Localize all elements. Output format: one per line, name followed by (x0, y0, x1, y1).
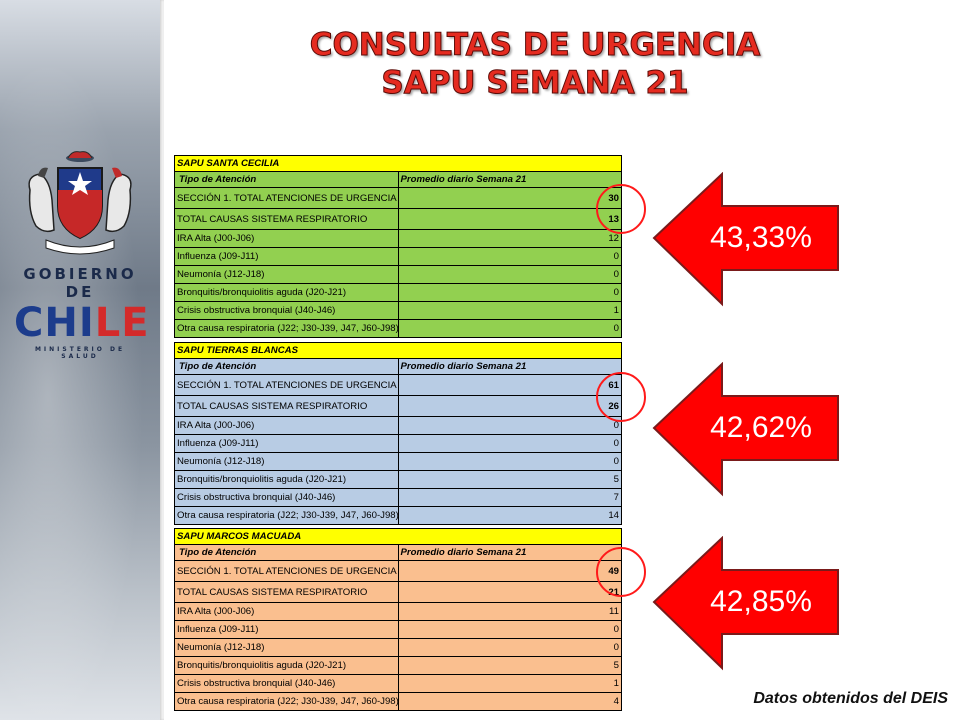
table-title: SAPU TIERRAS BLANCAS (174, 342, 622, 359)
page-title: CONSULTAS DE URGENCIA SAPU SEMANA 21 (250, 26, 820, 102)
row-label: Crisis obstructiva bronquial (J40-J46) (174, 488, 399, 507)
row-value: 0 (397, 434, 622, 453)
row-label: IRA Alta (J00-J06) (174, 229, 399, 248)
column-header: Promedio diario Semana 21 (397, 544, 622, 561)
row-value: 0 (397, 452, 622, 471)
row-label: Bronquitis/bronquiolitis aguda (J20-J21) (174, 283, 399, 302)
row-value: 0 (397, 265, 622, 284)
row-value: 1 (397, 674, 622, 693)
highlight-circle (596, 372, 646, 422)
row-value: 0 (397, 416, 622, 435)
row-label: SECCIÓN 1. TOTAL ATENCIONES DE URGENCIA (174, 374, 399, 396)
row-label: TOTAL CAUSAS SISTEMA RESPIRATORIO (174, 395, 399, 417)
sidebar-divider (160, 0, 164, 720)
column-header: Tipo de Atención (174, 358, 399, 375)
row-label: IRA Alta (J00-J06) (174, 602, 399, 621)
row-label: Otra causa respiratoria (J22; J30-J39, J… (174, 692, 399, 711)
row-label: IRA Alta (J00-J06) (174, 416, 399, 435)
title-line-2: SAPU SEMANA 21 (381, 65, 689, 102)
government-logo: GOBIERNO DE CHILE MINISTERIO DE SALUD (14, 265, 149, 360)
row-value: 61 (397, 374, 622, 396)
logo-line-gobierno: GOBIERNO DE (23, 265, 137, 301)
row-value: 49 (397, 560, 622, 582)
percentage-arrow: 42,85% (652, 536, 842, 671)
row-value: 4 (397, 692, 622, 711)
column-header: Tipo de Atención (174, 171, 399, 188)
row-value: 5 (397, 470, 622, 489)
sidebar-background (0, 0, 160, 720)
left-arrow-icon (652, 172, 839, 307)
row-value: 12 (397, 229, 622, 248)
coat-of-arms-icon (28, 151, 132, 255)
logo-line-ministerio: MINISTERIO DE SALUD (34, 346, 126, 360)
row-value: 0 (397, 319, 622, 338)
logo-chile-part1: CHI (14, 300, 95, 346)
row-value: 14 (397, 506, 622, 525)
row-label: Crisis obstructiva bronquial (J40-J46) (174, 674, 399, 693)
source-note: Datos obtenidos del DEIS (753, 690, 948, 707)
row-value: 0 (397, 283, 622, 302)
row-label: TOTAL CAUSAS SISTEMA RESPIRATORIO (174, 208, 399, 230)
logo-chile-part2: LE (94, 300, 150, 346)
row-label: Bronquitis/bronquiolitis aguda (J20-J21) (174, 656, 399, 675)
row-label: Neumonía (J12-J18) (174, 265, 399, 284)
percentage-label: 42,62% (710, 411, 812, 444)
row-value: 13 (397, 208, 622, 230)
row-label: TOTAL CAUSAS SISTEMA RESPIRATORIO (174, 581, 399, 603)
row-label: Neumonía (J12-J18) (174, 452, 399, 471)
left-arrow-icon (652, 362, 839, 497)
row-value: 11 (397, 602, 622, 621)
row-label: Influenza (J09-J11) (174, 434, 399, 453)
table-title: SAPU SANTA CECILIA (174, 155, 622, 172)
row-label: Bronquitis/bronquiolitis aguda (J20-J21) (174, 470, 399, 489)
percentage-label: 43,33% (710, 221, 812, 254)
row-value: 26 (397, 395, 622, 417)
table-santa-cecilia: SAPU SANTA CECILIA Tipo de Atención Prome… (174, 155, 622, 338)
row-label: Otra causa respiratoria (J22; J30-J39, J… (174, 506, 399, 525)
row-label: SECCIÓN 1. TOTAL ATENCIONES DE URGENCIA (174, 187, 399, 209)
row-value: 5 (397, 656, 622, 675)
percentage-arrow: 42,62% (652, 362, 842, 497)
row-value: 0 (397, 247, 622, 266)
column-header: Tipo de Atención (174, 544, 399, 561)
row-value: 7 (397, 488, 622, 507)
percentage-arrow: 43,33% (652, 172, 842, 307)
row-label: Influenza (J09-J11) (174, 620, 399, 639)
row-label: Influenza (J09-J11) (174, 247, 399, 266)
row-label: Crisis obstructiva bronquial (J40-J46) (174, 301, 399, 320)
row-label: Otra causa respiratoria (J22; J30-J39, J… (174, 319, 399, 338)
column-header: Promedio diario Semana 21 (397, 171, 622, 188)
percentage-label: 42,85% (710, 585, 812, 618)
table-tierras-blancas: SAPU TIERRAS BLANCAS Tipo de Atención Pro… (174, 342, 622, 525)
column-header: Promedio diario Semana 21 (397, 358, 622, 375)
row-value: 0 (397, 638, 622, 657)
row-label: Neumonía (J12-J18) (174, 638, 399, 657)
row-value: 21 (397, 581, 622, 603)
highlight-circle (596, 184, 646, 234)
highlight-circle (596, 547, 646, 597)
row-value: 0 (397, 620, 622, 639)
title-line-1: CONSULTAS DE URGENCIA (309, 27, 761, 64)
table-marcos-macuada: SAPU MARCOS MACUADA Tipo de Atención Prom… (174, 528, 622, 711)
logo-line-chile: CHILE (14, 300, 149, 346)
row-value: 1 (397, 301, 622, 320)
row-value: 30 (397, 187, 622, 209)
row-label: SECCIÓN 1. TOTAL ATENCIONES DE URGENCIA (174, 560, 399, 582)
left-arrow-icon (652, 536, 839, 671)
table-title: SAPU MARCOS MACUADA (174, 528, 622, 545)
